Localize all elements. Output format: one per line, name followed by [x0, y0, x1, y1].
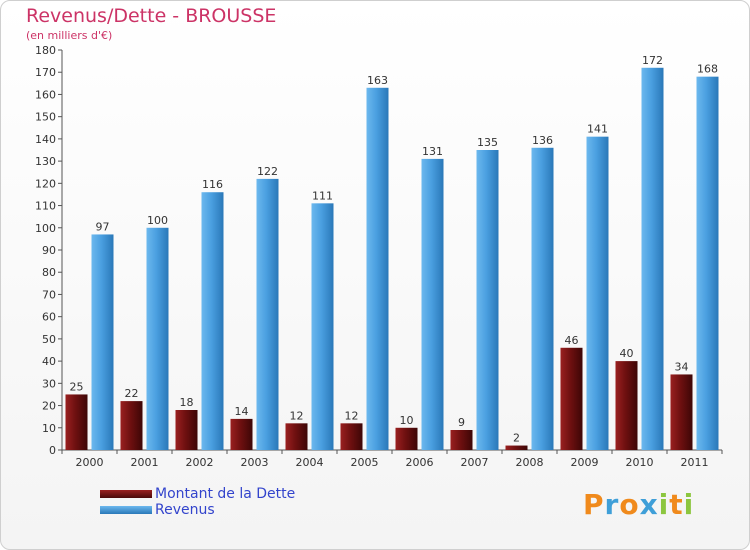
y-tick-label: 0	[49, 444, 56, 457]
y-tick-label: 110	[35, 200, 56, 213]
bar-revenus	[531, 147, 554, 450]
legend-swatch-dette	[100, 490, 152, 498]
bar-dette	[65, 394, 88, 450]
value-label-revenus: 116	[202, 178, 223, 191]
value-label-revenus: 122	[257, 165, 278, 178]
bar-revenus	[476, 150, 499, 450]
proxiti-logo: Proxiti	[583, 488, 694, 521]
x-tick-label: 2009	[571, 456, 599, 469]
value-label-revenus: 131	[422, 145, 443, 158]
y-tick-label: 180	[35, 44, 56, 57]
bar-revenus	[421, 158, 444, 450]
bar-revenus	[91, 234, 114, 450]
legend-swatch-revenus	[100, 506, 152, 514]
y-tick-label: 160	[35, 88, 56, 101]
bar-revenus	[366, 87, 389, 451]
value-label-revenus: 172	[642, 54, 663, 67]
bar-dette	[395, 427, 418, 450]
bar-revenus	[311, 203, 334, 450]
legend-label-dette: Montant de la Dette	[155, 486, 296, 502]
bar-revenus	[696, 76, 719, 451]
y-tick-label: 70	[42, 288, 56, 301]
bar-dette	[175, 410, 198, 450]
y-tick-label: 130	[35, 155, 56, 168]
x-tick-label: 2005	[351, 456, 379, 469]
y-tick-label: 40	[42, 355, 56, 368]
logo-letter: o	[619, 488, 640, 521]
value-label-dette: 46	[565, 334, 579, 347]
x-tick-label: 2004	[296, 456, 324, 469]
bar-revenus	[586, 136, 609, 450]
logo-letter: P	[583, 488, 605, 521]
x-tick-label: 2007	[461, 456, 489, 469]
bar-dette	[450, 430, 473, 450]
logo-letter: r	[604, 488, 620, 521]
y-tick-label: 50	[42, 333, 56, 346]
value-label-revenus: 136	[532, 134, 553, 147]
bar-revenus	[201, 192, 224, 450]
y-tick-label: 10	[42, 422, 56, 435]
value-label-dette: 18	[180, 396, 194, 409]
y-tick-label: 60	[42, 311, 56, 324]
value-label-revenus: 100	[147, 214, 168, 227]
y-tick-label: 170	[35, 66, 56, 79]
chart-title: Revenus/Dette - BROUSSE	[26, 5, 277, 27]
bar-dette	[560, 347, 583, 450]
bar-dette	[505, 445, 528, 450]
y-tick-label: 30	[42, 377, 56, 390]
value-label-dette: 25	[70, 380, 84, 393]
value-label-dette: 9	[458, 416, 465, 429]
value-label-dette: 12	[345, 409, 359, 422]
x-tick-label: 2008	[516, 456, 544, 469]
bar-dette	[340, 423, 363, 450]
value-label-dette: 10	[400, 414, 414, 427]
legend-label-revenus: Revenus	[155, 502, 215, 518]
y-tick-label: 100	[35, 222, 56, 235]
value-label-revenus: 163	[367, 74, 388, 87]
value-label-dette: 40	[620, 347, 634, 360]
bar-revenus	[256, 178, 279, 450]
x-tick-label: 2001	[131, 456, 159, 469]
value-label-revenus: 97	[96, 220, 110, 233]
value-label-revenus: 141	[587, 123, 608, 136]
bar-dette	[285, 423, 308, 450]
x-tick-label: 2000	[76, 456, 104, 469]
bar-revenus	[641, 67, 664, 451]
value-label-dette: 12	[290, 409, 304, 422]
value-label-dette: 34	[675, 360, 689, 373]
y-tick-label: 150	[35, 111, 56, 124]
bar-dette	[615, 361, 638, 450]
x-tick-label: 2002	[186, 456, 214, 469]
x-tick-label: 2006	[406, 456, 434, 469]
y-tick-label: 120	[35, 177, 56, 190]
y-tick-label: 20	[42, 400, 56, 413]
x-tick-label: 2003	[241, 456, 269, 469]
chart-subtitle: (en milliers d'€)	[26, 29, 113, 42]
bar-dette	[120, 401, 143, 450]
logo-letter: i	[683, 488, 695, 521]
logo-letter: x	[639, 488, 659, 521]
logo-letter: t	[669, 488, 684, 521]
value-label-dette: 22	[125, 387, 139, 400]
bar-dette	[670, 374, 693, 450]
value-label-revenus: 168	[697, 63, 718, 76]
logo-letter: i	[658, 488, 670, 521]
x-tick-label: 2011	[681, 456, 709, 469]
value-label-dette: 14	[235, 405, 249, 418]
y-tick-label: 140	[35, 133, 56, 146]
value-label-revenus: 111	[312, 189, 333, 202]
y-tick-label: 80	[42, 266, 56, 279]
bar-revenus	[146, 227, 169, 450]
x-tick-label: 2010	[626, 456, 654, 469]
value-label-dette: 2	[513, 432, 520, 445]
y-tick-label: 90	[42, 244, 56, 257]
bar-dette	[230, 418, 253, 450]
value-label-revenus: 135	[477, 136, 498, 149]
